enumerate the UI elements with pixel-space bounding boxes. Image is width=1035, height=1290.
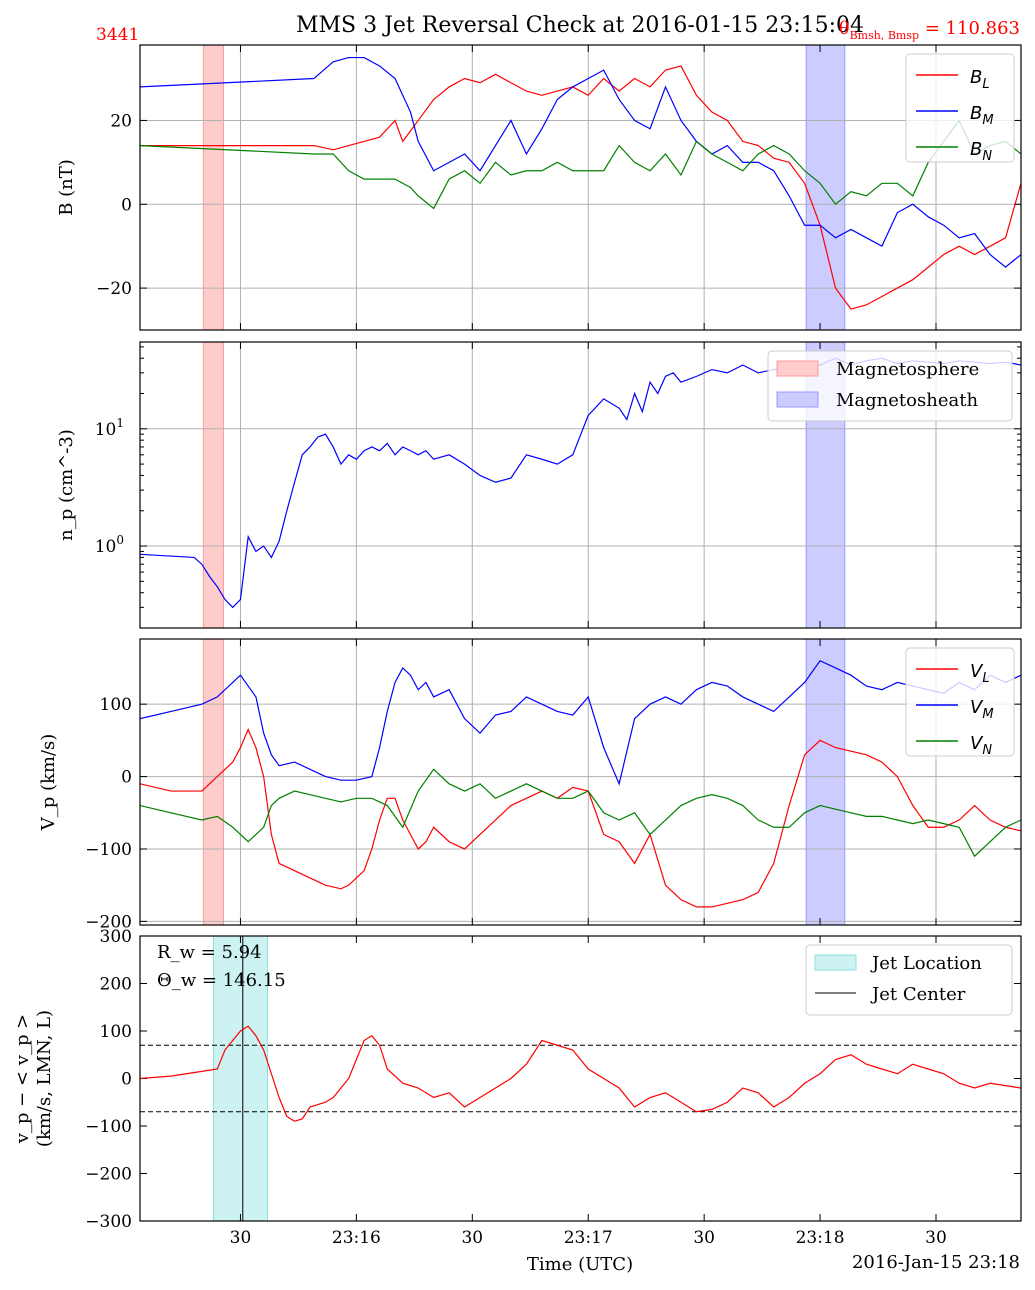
y-tick-label: 100	[100, 695, 132, 715]
magnetosphere-band	[202, 341, 224, 629]
legend-label-jet-center: Jet Center	[870, 984, 966, 1005]
series-B_M	[140, 56, 1021, 268]
legend-swatch-magnetosheath	[776, 391, 819, 408]
y-axis-label-dv-1: v_p − < v_p >	[12, 1014, 33, 1145]
x-tick-label: 30	[461, 1228, 483, 1248]
y-tick-label: 101	[95, 416, 124, 440]
x-tick-label: 23:17	[564, 1228, 613, 1248]
corner-left-label: 3441	[96, 25, 139, 45]
corner-theta-sub: Bmsh, Bmsp	[850, 29, 919, 42]
x-axis-label: Time (UTC)	[527, 1254, 633, 1275]
legend-subscript: N	[982, 149, 992, 164]
x-tick-label: 30	[693, 1228, 715, 1248]
panel-dv: −300 −200 −100 0 100 200 300 30 23:16 30 23:17 30 23…	[12, 927, 1022, 1248]
x-tick-label: 30	[925, 1228, 947, 1248]
panel-frame	[139, 935, 1022, 1222]
y-axis-label-dv-2: (km/s, LMN, L)	[34, 1010, 55, 1147]
legend-swatch-jet-location	[814, 954, 857, 971]
x-tick-label: 30	[230, 1228, 252, 1248]
y-tick-label: 100	[100, 1022, 132, 1042]
series-V_N	[140, 768, 1021, 858]
x-tick-label: 23:16	[332, 1228, 381, 1248]
y-tick-label: −300	[85, 1212, 132, 1232]
x-tick-label: 23:18	[796, 1228, 845, 1248]
legend-subscript: N	[982, 743, 992, 758]
legend-subscript: M	[982, 113, 993, 128]
y-tick-label: −200	[85, 1165, 132, 1185]
y-axis-label-np: n_p (cm^-3)	[56, 429, 77, 541]
y-tick-label: 200	[100, 975, 132, 995]
y-tick-exponent: 0	[116, 533, 124, 547]
corner-theta: θ	[839, 18, 850, 39]
y-tick-label: 0	[121, 768, 132, 788]
annotation-rw: R_w = 5.94	[157, 942, 262, 963]
y-tick-label: 0	[121, 195, 132, 215]
magnetosheath-band	[805, 638, 846, 926]
y-tick-label: 20	[110, 111, 132, 131]
panel-np: 100 101 n_p (cm^-3) Magnetosphere Magnetoshe…	[56, 341, 1022, 629]
series-B_N	[140, 119, 1021, 210]
y-axis-label-B: B (nT)	[56, 159, 77, 216]
legend-subscript: L	[982, 77, 989, 92]
legend-swatch-magnetosphere	[776, 360, 819, 377]
corner-theta-value: = 110.863	[919, 18, 1020, 39]
series-V_M	[140, 659, 1021, 786]
magnetosphere-band	[202, 638, 224, 926]
y-tick-exponent: 1	[116, 416, 124, 430]
y-tick-label: −100	[85, 840, 132, 860]
y-tick-label: 100	[95, 533, 124, 557]
corner-right-label: θBmsh, Bmsp = 110.863	[839, 18, 1020, 42]
legend-subscript: L	[982, 671, 989, 686]
legend-label-magnetosphere: Magnetosphere	[836, 359, 979, 380]
legend-box	[905, 53, 1015, 163]
figure-title: MMS 3 Jet Reversal Check at 2016-01-15 2…	[296, 13, 864, 38]
y-axis-label-Vp: V_p (km/s)	[38, 734, 59, 832]
legend-box	[805, 944, 1013, 1016]
y-tick-label: 300	[100, 927, 132, 947]
series-B_L	[140, 65, 1021, 310]
panel-frame	[139, 341, 1022, 629]
y-tick-label: −100	[85, 1117, 132, 1137]
legend-label-jet-location: Jet Location	[870, 953, 982, 974]
y-tick-label: −20	[96, 279, 132, 299]
annotation-theta: Θ_w = 146.15	[157, 970, 286, 991]
legend-subscript: M	[982, 707, 993, 722]
series-v_p - <v_p>	[140, 1025, 1021, 1122]
legend-box	[767, 350, 1013, 422]
y-tick-label: 0	[121, 1070, 132, 1090]
panel-frame	[139, 638, 1022, 926]
legend-box	[905, 647, 1015, 757]
jet-location-band	[212, 935, 269, 1222]
date-label: 2016-Jan-15 23:18	[852, 1252, 1020, 1273]
series-V_L	[140, 727, 1021, 908]
magnetosphere-band	[202, 44, 224, 331]
magnetosheath-band	[805, 44, 846, 331]
panel-frame	[139, 44, 1022, 331]
legend-label-magnetosheath: Magnetosheath	[836, 390, 978, 411]
y-tick-label: −200	[85, 912, 132, 932]
